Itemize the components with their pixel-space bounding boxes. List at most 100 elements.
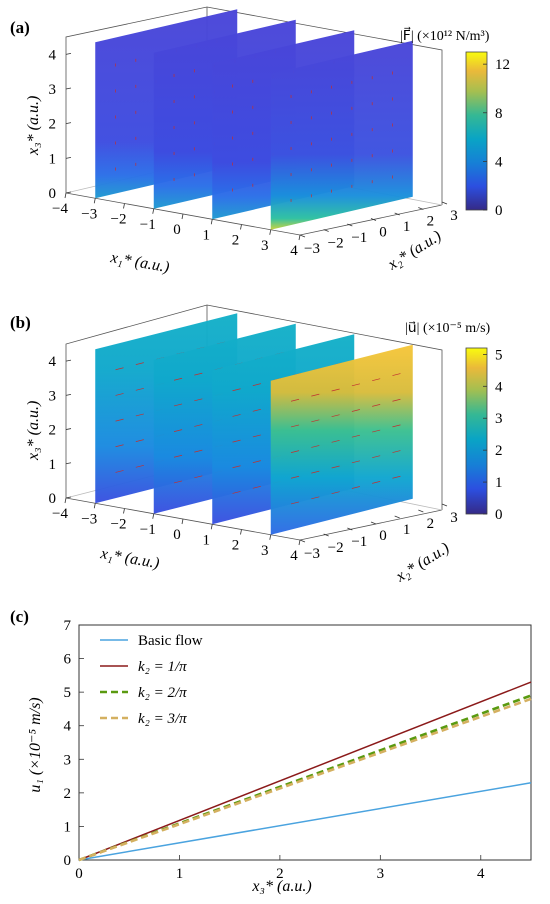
b-vector-mark [115, 367, 124, 371]
b-vector-mark [232, 491, 241, 494]
a-x3-tick-mark [65, 87, 72, 90]
panel-b-slices [95, 313, 413, 535]
c-y-tick-label: 2 [64, 786, 72, 802]
a-x2-tick-label: −1 [351, 230, 367, 246]
c-y-tick-label: 7 [64, 618, 72, 634]
b-colorbar-tick-label: 2 [495, 443, 503, 459]
a-x3-tick-label: 1 [49, 151, 57, 167]
c-y-tick-label: 1 [64, 819, 72, 835]
c-x-tick-label: 3 [377, 866, 385, 882]
b-vector-mark [351, 486, 360, 489]
panel-a-x2-ticks: −3 −2 −1 0 1 2 3 [299, 201, 458, 257]
b-x2-tick-mark [347, 527, 353, 531]
b-vector-mark [331, 388, 340, 392]
a-colorbar-tick-label: 12 [495, 57, 510, 73]
a-x3-tick-label: 0 [49, 186, 57, 202]
a-x3-tick-mark [65, 122, 72, 125]
panel-c-y-label: u₁ (×10⁻⁵ m/s) [27, 697, 44, 792]
b-x1-tick-label: −2 [111, 517, 127, 533]
a-x2-tick-mark [394, 212, 400, 216]
c-x-tick-label: 1 [176, 866, 184, 882]
b-x1-tick-mark [298, 539, 301, 546]
b-x1-tick-mark [93, 503, 96, 509]
b-vector-mark [290, 501, 300, 505]
a-x2-tick-mark [370, 218, 377, 221]
b-vector-mark [173, 480, 183, 484]
a-x1-tick-label: −2 [111, 212, 127, 228]
b-x3-tick-mark [65, 393, 72, 396]
b-vector-mark [173, 403, 183, 407]
b-vector-mark [115, 470, 124, 473]
a-x1-tick-mark [269, 229, 272, 235]
b-vector-mark [252, 485, 261, 489]
panel-b-x3-ticks: 0 1 2 3 4 [49, 354, 72, 507]
b-x3-tick-mark [65, 462, 72, 465]
b-x3-tick-label: 0 [49, 491, 57, 507]
b-x1-tick-label: 3 [261, 543, 269, 559]
b-vector-mark [232, 414, 241, 417]
b-vector-mark [372, 455, 381, 459]
b-x1-tick-mark [152, 513, 155, 519]
b-colorbar-tick-label: 3 [495, 411, 503, 427]
b-vector-mark [252, 434, 261, 438]
a-x3-tick-mark [65, 156, 72, 159]
a-x2-tick-mark [299, 234, 306, 238]
b-vector-mark [135, 362, 144, 365]
panel-a-colorbar-label: |F⃗| (×10¹² N/m³) [400, 26, 490, 44]
a-x2-tick-label: 0 [379, 225, 387, 241]
b-vector-mark [290, 398, 300, 402]
b-x1-tick-label: −4 [52, 506, 68, 522]
b-vector-mark [392, 450, 401, 453]
b-x1-tick-mark [269, 534, 272, 540]
b-x2-tick-mark [441, 503, 448, 507]
c-y-tick-label: 4 [64, 719, 72, 735]
panel-b-x1-label: x₁* (a.u.) [98, 545, 160, 572]
a-x2-tick-mark [323, 229, 329, 232]
b-x1-tick-mark [123, 508, 125, 514]
b-vector-mark [173, 429, 183, 432]
a-x2-tick-label: 1 [403, 219, 411, 235]
b-x2-tick-mark [370, 521, 377, 525]
b-x2-tick-label: −2 [328, 540, 344, 556]
b-vector-mark [173, 377, 183, 381]
b-x1-tick-label: −3 [81, 511, 97, 527]
b-x3-tick-label: 1 [49, 457, 57, 473]
panel-c-y-ticks: 0 1 2 3 4 5 6 7 [64, 618, 84, 869]
b-slice [270, 344, 413, 535]
b-colorbar-tick-label: 1 [495, 475, 503, 491]
a-x2-tick-label: 2 [427, 214, 435, 230]
b-vector-mark [331, 439, 340, 443]
b-vector-mark [372, 378, 381, 382]
b-vector-mark [135, 439, 144, 442]
a-x1-tick-label: −4 [52, 201, 68, 217]
b-vector-mark [252, 383, 261, 386]
b-vector-mark [331, 465, 340, 469]
b-vector-mark [194, 424, 203, 427]
a-x1-tick-mark [123, 203, 125, 209]
panel-a-slices [95, 9, 413, 230]
b-x2-tick-label: −1 [351, 534, 367, 550]
a-x1-tick-mark [64, 192, 67, 199]
b-vector-mark [194, 475, 203, 479]
b-vector-mark [194, 449, 203, 453]
b-vector-mark [351, 434, 360, 438]
c-x-tick-label: 2 [276, 866, 284, 882]
b-x1-tick-label: −1 [140, 522, 156, 538]
b-vector-mark [290, 475, 300, 479]
a-x1-tick-label: −3 [81, 206, 97, 222]
a-x1-tick-label: 0 [173, 222, 181, 238]
b-x1-tick-mark [181, 518, 184, 525]
a-x3-tick-label: 4 [49, 47, 57, 63]
b-vector-mark [115, 444, 124, 448]
b-x3-tick-mark [65, 428, 72, 430]
b-vector-mark [135, 387, 144, 391]
a-x1-tick-mark [240, 224, 242, 230]
a-x3-tick-label: 3 [49, 82, 57, 98]
b-vector-mark [290, 450, 300, 453]
panel-a-x1-label: x₁* (a.u.) [108, 249, 170, 276]
a-x1-tick-label: 2 [232, 233, 240, 249]
c-y-tick-label: 0 [64, 853, 72, 869]
b-x2-tick-label: 1 [403, 522, 411, 538]
a-x1-tick-mark [181, 213, 184, 220]
